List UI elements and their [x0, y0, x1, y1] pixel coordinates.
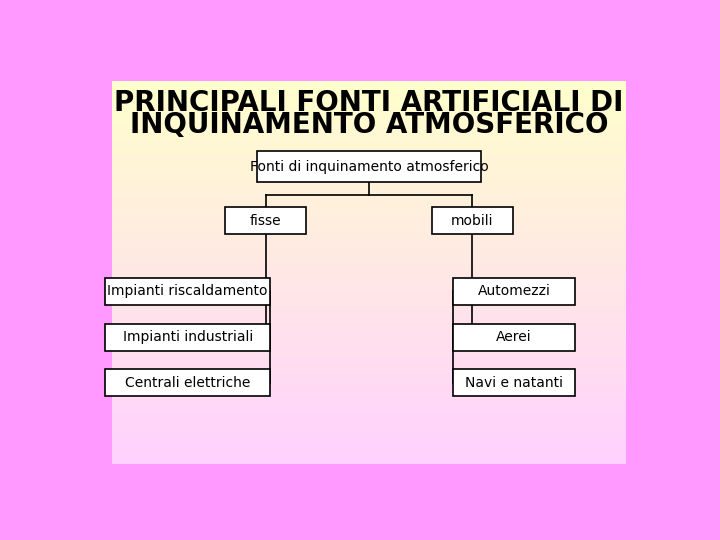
Text: Navi e natanti: Navi e natanti: [465, 376, 563, 390]
FancyBboxPatch shape: [453, 278, 575, 305]
FancyBboxPatch shape: [90, 65, 648, 481]
Text: PRINCIPALI FONTI ARTIFICIALI DI: PRINCIPALI FONTI ARTIFICIALI DI: [114, 89, 624, 117]
FancyBboxPatch shape: [105, 323, 270, 350]
Text: Centrali elettriche: Centrali elettriche: [125, 376, 251, 390]
Text: mobili: mobili: [451, 214, 493, 228]
FancyBboxPatch shape: [258, 151, 481, 183]
Text: INQUINAMENTO ATMOSFERICO: INQUINAMENTO ATMOSFERICO: [130, 111, 608, 139]
FancyBboxPatch shape: [225, 207, 306, 234]
Text: Aerei: Aerei: [496, 330, 532, 344]
FancyBboxPatch shape: [105, 369, 270, 396]
Text: Impianti riscaldamento: Impianti riscaldamento: [107, 285, 268, 299]
FancyBboxPatch shape: [453, 369, 575, 396]
Text: Automezzi: Automezzi: [477, 285, 551, 299]
Text: Impianti industriali: Impianti industriali: [122, 330, 253, 344]
FancyBboxPatch shape: [105, 278, 270, 305]
Text: fisse: fisse: [250, 214, 282, 228]
Text: Fonti di inquinamento atmosferico: Fonti di inquinamento atmosferico: [250, 160, 488, 174]
FancyBboxPatch shape: [432, 207, 513, 234]
FancyBboxPatch shape: [453, 323, 575, 350]
